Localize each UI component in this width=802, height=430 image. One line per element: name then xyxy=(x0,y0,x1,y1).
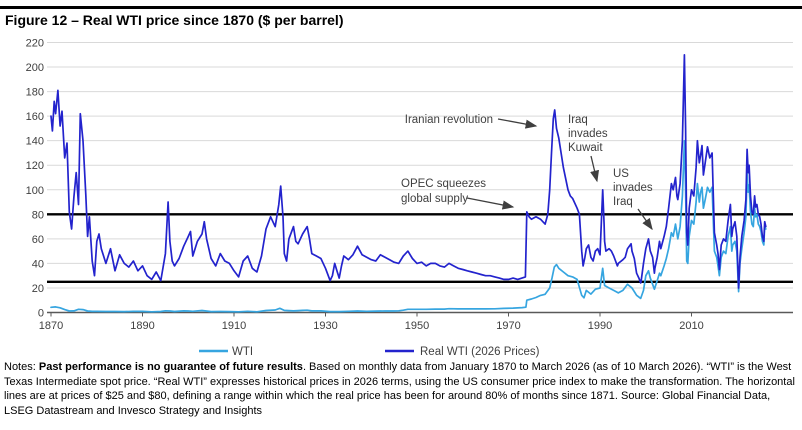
annotation-arrow-opec-squeezes-global-supply xyxy=(466,197,515,210)
y-tick-label-220: 220 xyxy=(26,37,44,49)
y-tick-label-80: 80 xyxy=(32,209,44,221)
y-tick-label-120: 120 xyxy=(26,160,44,172)
annotation-us-invades-iraq: US invades Iraq xyxy=(613,168,653,208)
annotation-opec-squeezes-global-supply: OPEC squeezes global supply xyxy=(401,178,486,205)
annotation-arrow-iranian-revolution xyxy=(497,118,538,129)
y-tick-label-60: 60 xyxy=(32,234,44,246)
y-tick-label-180: 180 xyxy=(26,87,44,99)
y-tick-label-100: 100 xyxy=(26,185,44,197)
figure-title: Figure 12 – Real WTI price since 1870 ($… xyxy=(5,12,344,28)
y-tick-label-20: 20 xyxy=(32,283,44,295)
y-tick-label-160: 160 xyxy=(26,111,44,123)
notes-disclaimer: Past performance is no guarantee of futu… xyxy=(38,361,303,373)
y-tick-label-140: 140 xyxy=(26,136,44,148)
annotation-iranian-revolution: Iranian revolution xyxy=(405,114,493,126)
annotation-iraq-invades-kuwait: Iraq invades Kuwait xyxy=(568,114,608,154)
legend-label-wti: WTI xyxy=(232,346,253,358)
series-line-real-wti xyxy=(50,53,767,289)
x-tick-label-1990: 1990 xyxy=(588,320,612,332)
x-tick-label-1890: 1890 xyxy=(130,320,154,332)
x-tick-label-1870: 1870 xyxy=(39,320,63,332)
x-tick-label-1970: 1970 xyxy=(496,320,520,332)
legend-label-real-wti: Real WTI (2026 Prices) xyxy=(420,346,540,358)
series-line-wti xyxy=(50,139,767,313)
notes-body: . Based on monthly data from January 187… xyxy=(4,361,795,417)
y-tick-label-200: 200 xyxy=(26,62,44,74)
y-tick-label-40: 40 xyxy=(32,258,44,270)
x-tick-label-1930: 1930 xyxy=(313,320,337,332)
wti-price-line-chart: 1870 1890 1910 1930 1950 1970 1990 2010 0 20 40 60 8… xyxy=(26,37,793,358)
x-tick-label-2010: 2010 xyxy=(679,320,703,332)
top-rule xyxy=(0,6,802,9)
notes: Notes: Past performance is no guarantee … xyxy=(4,360,799,418)
x-tick-label-1910: 1910 xyxy=(222,320,246,332)
annotation-arrow-iraq-invades-kuwait xyxy=(590,155,599,183)
y-tick-label-0: 0 xyxy=(38,308,44,320)
annotation-arrow-us-invades-iraq xyxy=(637,208,653,231)
x-tick-label-1950: 1950 xyxy=(405,320,429,332)
notes-label: Notes: xyxy=(4,361,39,373)
